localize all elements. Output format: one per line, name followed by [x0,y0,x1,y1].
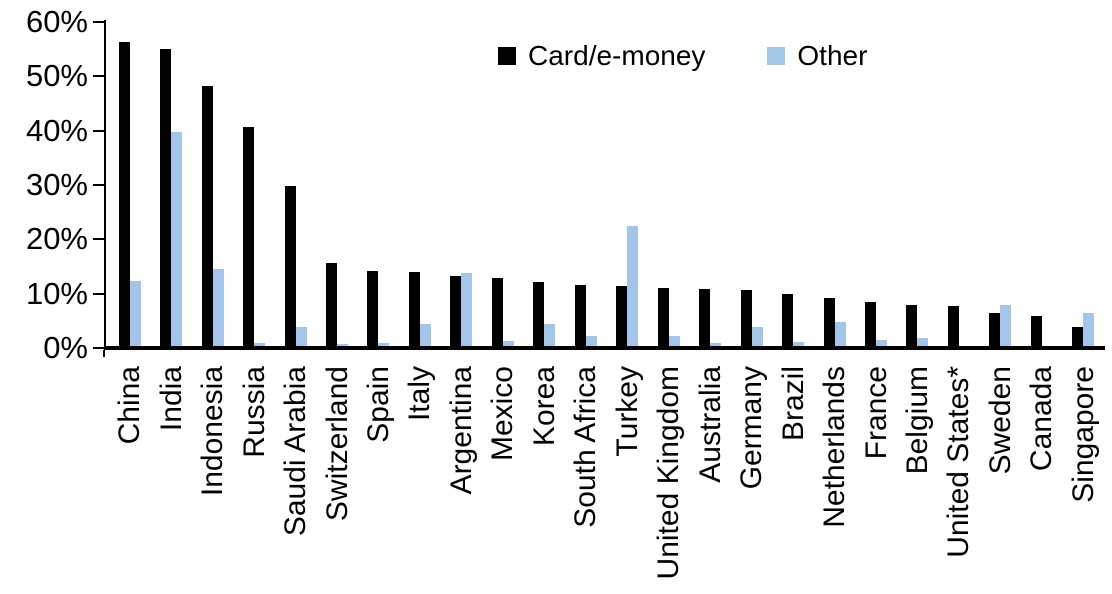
x-label-india: India [154,366,188,432]
bar-australia-card-e-money [699,289,711,348]
bar-canada-card-e-money [1030,315,1042,348]
bar-saudi-arabia-card-e-money [284,185,296,348]
x-label-netherlands: Netherlands [818,366,852,528]
legend-item-other: Other [767,40,867,72]
chart-legend: Card/e-money Other [498,40,867,72]
y-tick-mark-60 [93,21,104,23]
x-label-mexico: Mexico [486,366,520,462]
x-label-singapore: Singapore [1066,366,1100,503]
bar-turkey-card-e-money [616,285,628,348]
x-label-united-kingdom: United Kingdom [652,366,686,580]
x-axis-line [104,346,1105,350]
x-label-belgium: Belgium [900,366,934,475]
bar-switzerland-other [337,343,349,348]
bar-turkey-other [627,226,639,348]
y-tick-label-10: 10% [25,275,88,311]
bar-united-states-card-e-money [947,306,959,348]
x-label-russia: Russia [237,366,271,458]
legend-label-other: Other [797,40,868,71]
bar-indonesia-other [212,269,224,348]
bar-switzerland-card-e-money [326,263,338,348]
x-label-spain: Spain [361,366,395,443]
bar-united-kingdom-card-e-money [657,288,669,348]
bar-korea-card-e-money [533,281,545,348]
bar-india-card-e-money [160,49,172,348]
bar-mexico-other [502,340,514,348]
x-label-china: China [113,366,147,445]
bar-korea-other [544,323,556,348]
x-label-canada: Canada [1025,366,1059,472]
bar-singapore-other [1083,312,1095,348]
x-label-italy: Italy [403,366,437,422]
bar-russia-other [254,342,266,348]
bar-singapore-card-e-money [1072,327,1084,348]
y-tick-label-20: 20% [25,221,88,257]
legend-item-card-e-money: Card/e-money [498,40,705,72]
bar-spain-card-e-money [367,271,379,348]
y-tick-mark-30 [93,184,104,186]
y-tick-label-50: 50% [25,58,88,94]
y-tick-label-40: 40% [25,112,88,148]
x-axis-origin-tick [103,350,105,357]
bar-united-kingdom-other [668,335,680,348]
y-tick-mark-0 [93,347,104,349]
y-tick-mark-10 [93,292,104,295]
bar-italy-other [419,323,431,348]
bar-netherlands-card-e-money [823,298,835,348]
bar-argentina-other [461,273,473,348]
bar-brazil-card-e-money [782,294,794,348]
bar-south-africa-other [585,335,597,348]
y-tick-mark-20 [93,238,104,241]
y-tick-label-30: 30% [25,167,88,202]
bar-china-card-e-money [118,42,130,348]
y-tick-mark-50 [93,75,104,78]
bar-france-card-e-money [865,301,876,348]
card-e-money-swatch [498,47,516,65]
bar-mexico-card-e-money [491,278,503,348]
bar-russia-card-e-money [243,127,255,348]
bar-france-other [876,339,887,348]
y-tick-label-0: 0% [43,330,88,365]
bar-netherlands-other [834,322,846,348]
x-label-brazil: Brazil [776,366,810,442]
bar-brazil-other [793,342,805,348]
x-label-germany: Germany [735,366,769,490]
bar-sweden-card-e-money [989,313,1001,348]
bar-belgium-other [917,337,929,348]
bar-australia-other [710,343,722,348]
bar-sweden-other [1000,304,1012,348]
legend-label-card-e-money: Card/e-money [528,40,706,71]
bar-belgium-card-e-money [906,304,918,348]
bar-south-africa-card-e-money [574,284,586,348]
y-tick-label-60: 60% [25,4,88,39]
x-label-sweden: Sweden [983,366,1017,475]
bar-saudi-arabia-other [295,326,307,348]
bar-argentina-card-e-money [450,275,462,348]
x-label-turkey: Turkey [610,366,644,457]
bar-italy-card-e-money [408,272,420,348]
x-label-france: France [859,366,893,460]
bar-germany-card-e-money [740,290,752,348]
x-label-indonesia: Indonesia [196,366,230,497]
bar-spain-other [378,343,390,348]
x-label-united-states: United States* [942,366,976,558]
bar-india-other [171,132,183,348]
bar-indonesia-card-e-money [201,85,213,348]
bar-china-other [129,281,141,348]
other-swatch [767,47,786,65]
x-label-south-africa: South Africa [569,366,603,528]
x-label-switzerland: Switzerland [320,366,354,522]
bar-germany-other [751,326,763,348]
x-label-australia: Australia [693,366,727,483]
x-label-saudi-arabia: Saudi Arabia [279,366,313,537]
x-label-argentina: Argentina [444,366,478,495]
y-axis-line [104,20,106,350]
y-tick-mark-40 [93,129,104,132]
x-label-korea: Korea [527,366,561,447]
